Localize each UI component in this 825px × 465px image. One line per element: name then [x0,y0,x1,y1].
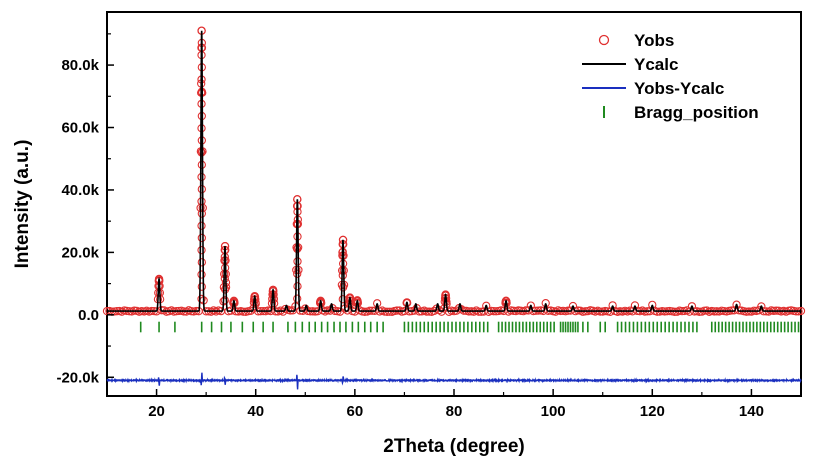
legend-marker-yobs [598,34,610,46]
y-axis-title: Intensity (a.u.) [12,140,33,269]
diff-series [106,372,802,390]
yobs-point [197,282,206,291]
yobs-series [102,26,806,317]
x-tick-label: 140 [739,403,764,420]
x-tick-label: 60 [347,403,364,420]
yobs-point [197,185,206,194]
bragg-series [139,321,800,333]
ycalc-series [107,30,801,312]
yobs-point [630,301,640,310]
yobs-point [197,209,206,218]
yobs-point [293,294,302,303]
legend: Yobs Ycalc Yobs-Ycalc Bragg_position [582,31,759,122]
legend-label-ycalc: Ycalc [634,55,678,74]
y-tick-label: 60.0k [61,120,99,137]
yobs-point [220,296,229,305]
y-tick-label: 80.0k [61,57,99,74]
x-axis-title: 2Theta (degree) [383,436,524,457]
plot-frame [106,11,802,397]
yobs-point [197,258,206,267]
yobs-point [293,269,302,278]
yobs-point [197,245,206,255]
yobs-point [568,301,578,311]
yobs-point [687,302,697,311]
yobs-point [732,300,741,309]
y-tick-label: 0.0 [78,307,99,324]
legend-label-yobs: Yobs [634,31,674,50]
y-tick-label: 20.0k [61,244,99,261]
legend-label-diff: Yobs-Ycalc [634,79,724,98]
yobs-point [197,221,206,230]
ycalc-line [107,30,801,312]
yobs-point [293,282,302,291]
yobs-point [220,285,230,294]
legend-label-bragg: Bragg_position [634,103,759,122]
axes: 20 40 60 80 100 120 140 -20.0k 0.0 20.0k 40.0k 60.0… [56,33,802,420]
x-tick-label: 40 [247,403,264,420]
yobs-point [757,302,766,311]
yobs-point [608,301,617,310]
x-tick-label: 100 [541,403,566,420]
diff-line [106,372,802,390]
yobs-point [197,294,206,304]
yobs-point [293,257,302,266]
x-tick-label: 120 [640,403,665,420]
y-tick-label: -20.0k [56,369,99,386]
yobs-point [301,304,310,313]
yobs-point [197,270,206,279]
x-tick-label: 80 [446,403,463,420]
y-tick-label: 40.0k [61,182,99,199]
yobs-point [197,233,206,243]
yobs-point [197,197,206,206]
yobs-point [338,283,348,292]
yobs-point [526,301,535,310]
x-tick-label: 20 [148,403,165,420]
